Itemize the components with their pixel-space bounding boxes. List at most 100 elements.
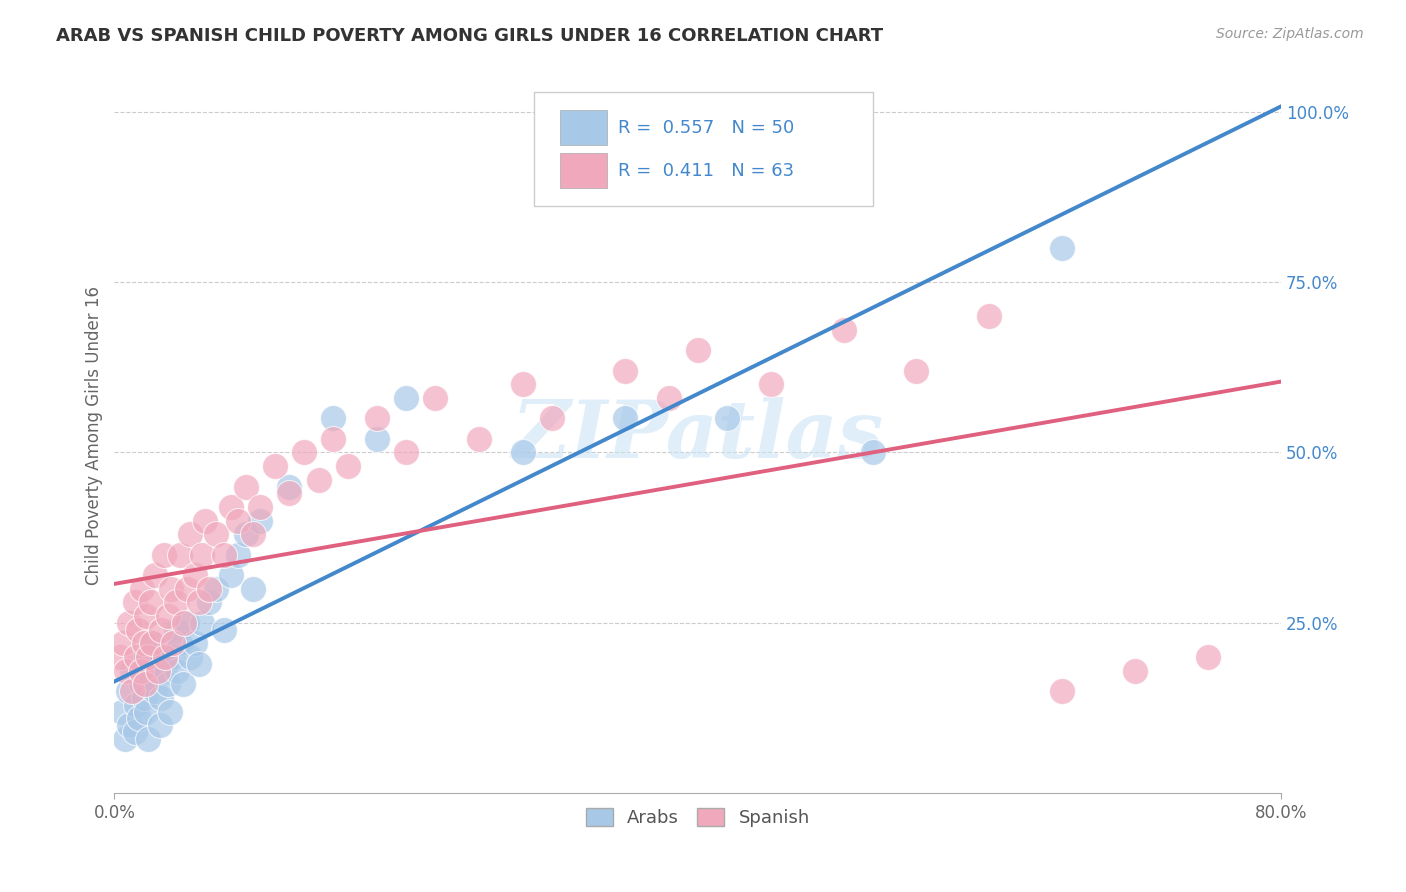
FancyBboxPatch shape	[534, 92, 873, 206]
Point	[198, 582, 221, 596]
Point	[468, 432, 491, 446]
Point	[157, 677, 180, 691]
Point	[235, 527, 257, 541]
Point	[228, 548, 250, 562]
Point	[198, 595, 221, 609]
Point	[278, 479, 301, 493]
Point	[112, 636, 135, 650]
Point	[125, 698, 148, 712]
Point	[541, 411, 564, 425]
Point	[179, 527, 201, 541]
Point	[759, 377, 782, 392]
Point	[141, 636, 163, 650]
Point	[165, 595, 187, 609]
Point	[118, 718, 141, 732]
Point	[191, 548, 214, 562]
Point	[1123, 664, 1146, 678]
Point	[176, 615, 198, 630]
Point	[153, 548, 176, 562]
Point	[322, 411, 344, 425]
Point	[169, 548, 191, 562]
Text: ARAB VS SPANISH CHILD POVERTY AMONG GIRLS UNDER 16 CORRELATION CHART: ARAB VS SPANISH CHILD POVERTY AMONG GIRL…	[56, 27, 883, 45]
Text: ZIPatlas: ZIPatlas	[512, 397, 884, 475]
Point	[905, 363, 928, 377]
Point	[205, 582, 228, 596]
Point	[249, 500, 271, 514]
Point	[832, 323, 855, 337]
Legend: Arabs, Spanish: Arabs, Spanish	[578, 801, 817, 834]
Point	[127, 623, 149, 637]
Point	[117, 684, 139, 698]
Point	[111, 705, 134, 719]
Point	[716, 411, 738, 425]
Point	[308, 473, 330, 487]
Point	[165, 623, 187, 637]
Point	[143, 684, 166, 698]
Point	[125, 650, 148, 665]
Point	[862, 445, 884, 459]
Point	[336, 459, 359, 474]
Point	[121, 684, 143, 698]
Point	[1050, 684, 1073, 698]
Point	[219, 568, 242, 582]
Point	[512, 445, 534, 459]
Point	[188, 595, 211, 609]
Point	[134, 650, 156, 665]
Point	[157, 609, 180, 624]
Point	[188, 657, 211, 671]
Point	[183, 568, 205, 582]
Point	[242, 582, 264, 596]
Point	[172, 677, 194, 691]
Point	[162, 636, 184, 650]
Point	[183, 636, 205, 650]
Text: R =  0.411   N = 63: R = 0.411 N = 63	[619, 161, 794, 179]
Point	[115, 664, 138, 678]
Point	[219, 500, 242, 514]
Point	[132, 636, 155, 650]
Point	[139, 595, 162, 609]
Point	[153, 643, 176, 657]
Point	[129, 677, 152, 691]
FancyBboxPatch shape	[560, 153, 607, 188]
Point	[135, 609, 157, 624]
Point	[150, 623, 173, 637]
Point	[121, 664, 143, 678]
Point	[425, 391, 447, 405]
Point	[657, 391, 679, 405]
Point	[136, 650, 159, 665]
Point	[173, 615, 195, 630]
Y-axis label: Child Poverty Among Girls Under 16: Child Poverty Among Girls Under 16	[86, 286, 103, 585]
Point	[129, 664, 152, 678]
Point	[366, 432, 388, 446]
Point	[212, 548, 235, 562]
Point	[150, 690, 173, 705]
Point	[613, 411, 636, 425]
Point	[235, 479, 257, 493]
Point	[228, 514, 250, 528]
Point	[124, 725, 146, 739]
Point	[135, 705, 157, 719]
Text: R =  0.557   N = 50: R = 0.557 N = 50	[619, 119, 794, 136]
Point	[146, 664, 169, 678]
Point	[155, 650, 177, 665]
Point	[322, 432, 344, 446]
Point	[162, 650, 184, 665]
Point	[176, 582, 198, 596]
Point	[132, 690, 155, 705]
Point	[613, 363, 636, 377]
Point	[166, 664, 188, 678]
Point	[124, 595, 146, 609]
Point	[979, 309, 1001, 323]
Point	[212, 623, 235, 637]
Point	[159, 705, 181, 719]
Point	[179, 650, 201, 665]
Text: Source: ZipAtlas.com: Source: ZipAtlas.com	[1216, 27, 1364, 41]
Point	[114, 731, 136, 746]
Point	[395, 391, 418, 405]
Point	[512, 377, 534, 392]
Point	[149, 718, 172, 732]
Point	[205, 527, 228, 541]
Point	[242, 527, 264, 541]
Point	[292, 445, 315, 459]
Point	[191, 615, 214, 630]
